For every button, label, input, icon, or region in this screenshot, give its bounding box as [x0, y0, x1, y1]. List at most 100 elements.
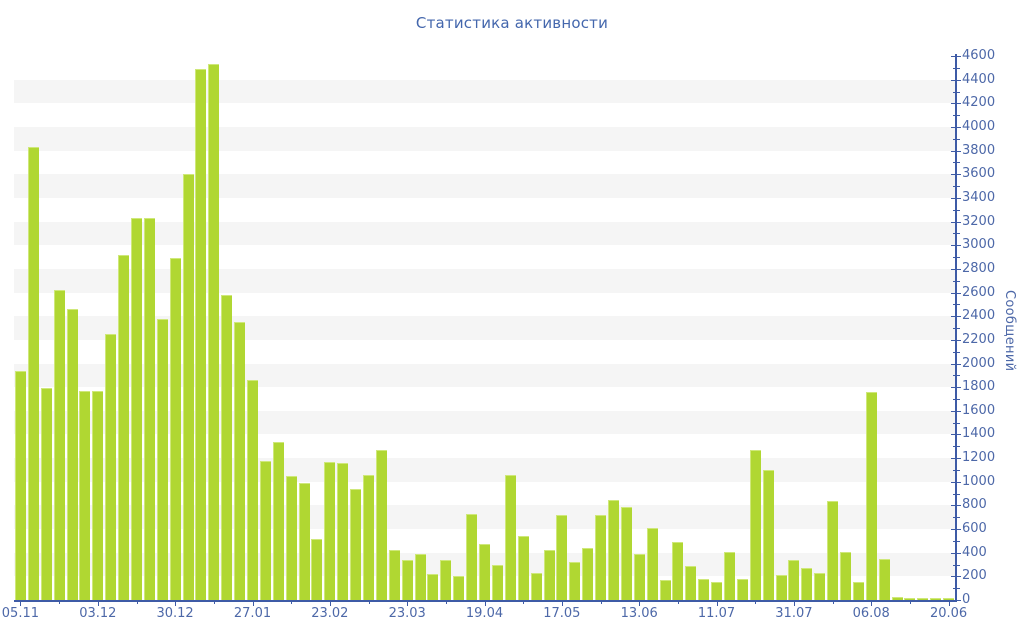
y-major-tick: [951, 387, 961, 389]
bar[interactable]: [272, 441, 284, 600]
bar[interactable]: [788, 559, 800, 600]
bar[interactable]: [453, 576, 465, 600]
bar[interactable]: [556, 514, 568, 600]
y-tick-label: 1800: [962, 379, 996, 395]
y-tick-label: 200: [962, 568, 987, 584]
gridline-stripe: [14, 505, 955, 530]
bar[interactable]: [401, 559, 413, 600]
bar[interactable]: [131, 218, 142, 600]
x-minor-tick: [832, 601, 834, 604]
bar[interactable]: [337, 462, 349, 600]
bar[interactable]: [504, 474, 516, 600]
bar[interactable]: [479, 544, 490, 600]
y-minor-tick: [953, 186, 960, 188]
bar[interactable]: [633, 553, 645, 600]
y-major-tick: [951, 458, 961, 460]
bar[interactable]: [427, 574, 439, 600]
bar[interactable]: [285, 475, 297, 600]
bar[interactable]: [607, 499, 619, 600]
bar[interactable]: [221, 294, 233, 600]
bar[interactable]: [350, 488, 362, 600]
bar[interactable]: [762, 469, 774, 600]
y-minor-tick: [953, 257, 960, 258]
bar[interactable]: [595, 514, 606, 600]
bar[interactable]: [865, 391, 877, 600]
y-minor-tick: [953, 280, 960, 282]
bar[interactable]: [917, 597, 929, 600]
bar[interactable]: [711, 582, 722, 600]
bar[interactable]: [659, 579, 671, 600]
bar[interactable]: [904, 597, 916, 600]
bar[interactable]: [311, 538, 323, 600]
bar[interactable]: [324, 461, 336, 600]
x-tick-label: 20.06: [929, 606, 968, 621]
y-tick-label: 2800: [962, 260, 996, 276]
y-minor-tick: [953, 138, 960, 140]
x-minor-tick: [677, 601, 679, 604]
bar[interactable]: [775, 575, 787, 600]
bar[interactable]: [878, 558, 890, 600]
bar[interactable]: [723, 551, 735, 600]
bar[interactable]: [891, 596, 903, 600]
x-minor-tick: [136, 601, 138, 604]
bar[interactable]: [672, 542, 684, 600]
x-major-tick: [716, 601, 718, 606]
bar[interactable]: [930, 597, 942, 600]
bar[interactable]: [66, 309, 78, 600]
bar[interactable]: [92, 390, 104, 600]
bar[interactable]: [53, 290, 65, 600]
bar[interactable]: [646, 527, 658, 600]
bar[interactable]: [388, 550, 400, 600]
bar[interactable]: [208, 64, 220, 600]
y-minor-tick: [953, 209, 960, 211]
y-minor-tick: [953, 304, 960, 306]
bar[interactable]: [543, 550, 555, 600]
x-major-tick: [948, 601, 950, 606]
bar[interactable]: [363, 474, 374, 600]
bar[interactable]: [156, 318, 168, 600]
bar[interactable]: [14, 370, 26, 600]
bar[interactable]: [27, 147, 39, 600]
bar[interactable]: [530, 572, 542, 600]
bar[interactable]: [620, 506, 632, 600]
bar[interactable]: [440, 559, 452, 600]
bar[interactable]: [582, 548, 594, 600]
bar[interactable]: [569, 562, 581, 600]
bar[interactable]: [491, 564, 503, 600]
bar[interactable]: [414, 553, 426, 600]
bar[interactable]: [234, 322, 246, 600]
bar[interactable]: [943, 598, 955, 600]
y-major-tick: [951, 79, 961, 81]
x-minor-tick: [523, 601, 525, 604]
bar[interactable]: [852, 582, 864, 600]
bar[interactable]: [466, 513, 478, 600]
bar[interactable]: [839, 551, 851, 600]
bar[interactable]: [736, 578, 748, 600]
bar[interactable]: [801, 568, 813, 600]
bar[interactable]: [182, 174, 194, 600]
bar[interactable]: [247, 380, 258, 600]
bar[interactable]: [298, 482, 310, 600]
y-major-tick: [951, 56, 961, 57]
bar[interactable]: [698, 578, 710, 600]
bar[interactable]: [169, 258, 181, 600]
bar[interactable]: [143, 218, 155, 600]
x-major-tick: [484, 601, 486, 606]
gridline-stripe: [14, 174, 955, 198]
bar[interactable]: [685, 565, 697, 600]
bar[interactable]: [105, 333, 117, 600]
bar[interactable]: [79, 390, 91, 600]
bar[interactable]: [517, 536, 529, 600]
bar[interactable]: [749, 449, 761, 600]
bar[interactable]: [118, 254, 130, 600]
bar[interactable]: [814, 572, 826, 600]
y-major-tick: [951, 221, 961, 223]
bar[interactable]: [827, 500, 838, 600]
bar[interactable]: [40, 388, 52, 600]
bar[interactable]: [195, 69, 207, 600]
y-minor-tick: [953, 422, 960, 424]
gridline-stripe: [14, 458, 955, 482]
y-tick-label: 4400: [962, 71, 996, 87]
bar[interactable]: [259, 460, 271, 600]
bar[interactable]: [375, 449, 387, 600]
